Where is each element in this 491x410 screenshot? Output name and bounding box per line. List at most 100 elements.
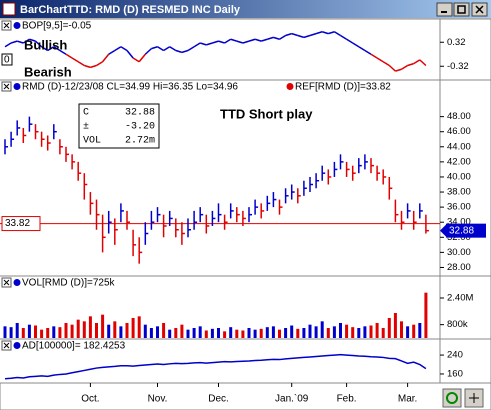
volume-bar	[278, 329, 281, 338]
ref-label: 33.82	[5, 218, 30, 229]
volume-bar	[119, 326, 123, 338]
app-icon	[2, 2, 16, 16]
indicator-segment	[187, 46, 195, 52]
volume-bar	[412, 324, 416, 338]
volume-bar	[290, 325, 294, 338]
info-key: VOL	[83, 136, 101, 147]
indicator-segment	[53, 46, 61, 52]
indicator-segment	[340, 34, 347, 40]
indicator-segment	[22, 38, 30, 44]
indicator-segment	[212, 40, 219, 44]
indicator-segment	[334, 31, 341, 37]
volume-bar	[381, 328, 385, 338]
volume-bar	[204, 330, 208, 338]
y-tick-label: 30.00	[447, 247, 471, 258]
header-dot	[13, 342, 21, 349]
indicator-segment	[193, 42, 201, 48]
volume-bar	[235, 329, 239, 338]
x-axis-area	[0, 382, 491, 410]
indicator-segment	[260, 38, 268, 42]
x-tick-label: Feb.	[337, 394, 357, 405]
volume-bar	[27, 324, 31, 338]
info-value: 2.72m	[125, 136, 155, 147]
indicator-segment	[138, 53, 146, 63]
volume-bar	[308, 324, 312, 338]
refresh-button[interactable]	[442, 388, 462, 408]
indicator-segment	[279, 34, 286, 40]
zero-box	[1, 53, 13, 66]
volume-bar	[113, 321, 117, 338]
indicator-segment	[303, 34, 311, 39]
volume-bar	[271, 326, 275, 338]
volume-bar	[40, 329, 44, 338]
volume-bar	[302, 328, 306, 338]
volume-bar	[3, 326, 7, 338]
indicator-segment	[346, 38, 354, 44]
zero-label: 0	[4, 55, 10, 66]
volume-bar	[223, 331, 227, 338]
panel-header: RMD (D)-12/23/08 CL=34.99 Hi=36.35 Lo=34…	[22, 82, 238, 93]
window-title: BarChartTTD: RMD (D) RESMED INC Daily	[20, 4, 241, 16]
indicator-segment	[90, 64, 97, 69]
indicator-segment	[59, 49, 67, 55]
indicator-segment	[352, 42, 360, 48]
y-tick-label: 44.00	[447, 141, 471, 152]
indicator-segment	[328, 31, 335, 35]
volume-bar	[265, 327, 269, 338]
volume-bar	[186, 329, 190, 338]
volume-bar	[320, 321, 324, 338]
header-dot	[13, 22, 21, 29]
volume-bar	[101, 314, 105, 338]
indicator-segment	[236, 40, 244, 44]
panel-header: BOP[9,5]=-0.05	[22, 21, 92, 32]
annotation: Bullish	[24, 37, 67, 52]
volume-bar	[15, 323, 19, 338]
indicator-segment	[218, 40, 225, 44]
indicator-segment	[41, 46, 49, 52]
add-glyph	[469, 393, 479, 403]
indicator-segment	[29, 38, 36, 42]
indicator-segment	[309, 32, 317, 37]
close-glyph	[475, 5, 484, 14]
volume-bar	[400, 321, 403, 338]
volume-bar	[88, 316, 92, 338]
volume-bar	[259, 328, 263, 338]
x-tick-label: Oct.	[81, 394, 99, 405]
volume-bar	[174, 328, 178, 338]
info-key: C	[83, 108, 89, 119]
y-tick-label: 28.00	[447, 262, 471, 273]
volume-bar	[418, 323, 422, 338]
volume-bar	[34, 325, 37, 338]
volume-bar	[21, 328, 25, 338]
volume-bar	[192, 328, 196, 338]
volume-bar	[82, 321, 86, 338]
header-dot	[286, 83, 294, 90]
annotation: Bearish	[24, 64, 72, 79]
indicator-segment	[364, 49, 372, 55]
panel-close-glyph	[3, 342, 10, 349]
indicator-segment	[230, 38, 238, 42]
indicator-segment	[181, 49, 189, 54]
refresh-glyph	[446, 392, 458, 404]
y-tick-label: 0.32	[447, 37, 466, 48]
indicator-segment	[169, 46, 177, 52]
indicator-segment	[120, 46, 128, 52]
indicator-segment	[376, 57, 384, 63]
info-value: -3.20	[125, 122, 155, 133]
indicator-segment	[248, 38, 256, 42]
maximize-glyph	[457, 5, 466, 14]
info-key: ±	[83, 122, 89, 133]
maximize-button[interactable]	[453, 2, 470, 17]
indicator-segment	[34, 40, 43, 48]
minimize-button[interactable]	[436, 2, 453, 17]
window-buttons[interactable]	[436, 2, 488, 17]
indicator-segment	[407, 62, 414, 67]
volume-bar	[137, 316, 141, 338]
volume-bar	[46, 328, 50, 338]
y-tick-label: 240	[447, 350, 463, 361]
volume-bar	[125, 323, 129, 338]
volume-bar	[198, 326, 202, 338]
x-tick-label: Nov.	[148, 394, 168, 405]
y-tick-label: 160	[447, 368, 463, 379]
bottom-tools[interactable]	[442, 388, 484, 408]
